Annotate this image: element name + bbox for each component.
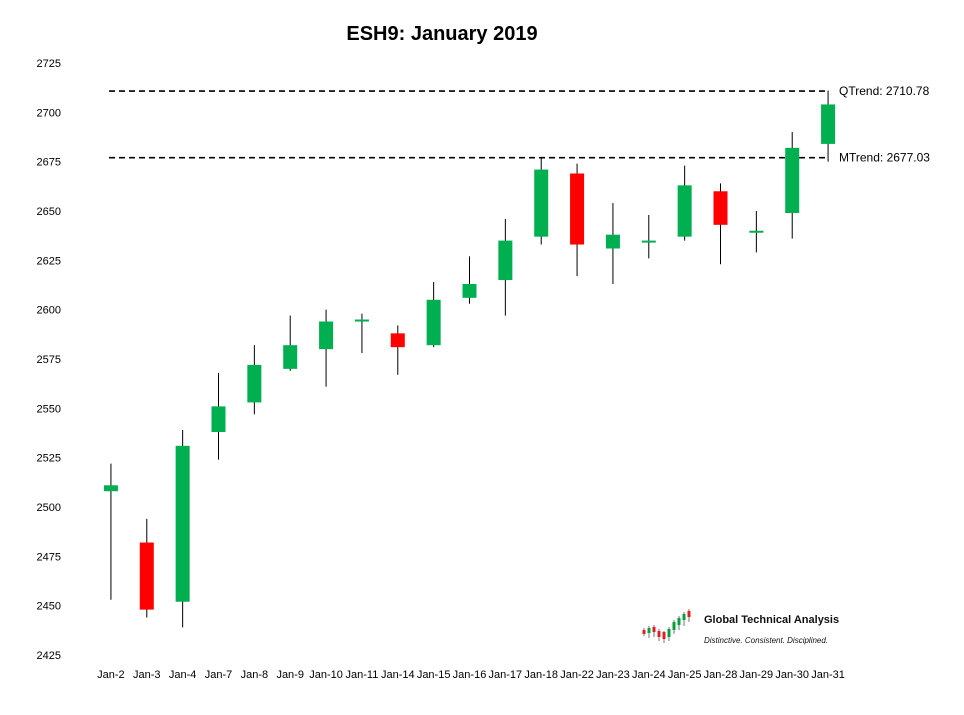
candle [319, 309, 334, 387]
x-tick-label: Jan-31 [811, 669, 845, 681]
y-tick-label: 2725 [37, 58, 61, 70]
logo-icon-body [672, 622, 676, 630]
candle [247, 345, 262, 415]
candle [677, 165, 692, 241]
x-tick-label: Jan-23 [596, 669, 630, 681]
y-tick-label: 2425 [37, 650, 61, 662]
x-tick-label: Jan-10 [309, 669, 343, 681]
y-tick-label: 2625 [37, 255, 61, 267]
candle [605, 203, 620, 285]
x-tick-label: Jan-29 [740, 669, 774, 681]
candle-body [641, 240, 656, 243]
candle-body [713, 191, 728, 225]
logo-icon-body [662, 632, 666, 639]
x-tick-label: Jan-7 [205, 669, 233, 681]
logo-icon-body [642, 630, 646, 634]
y-tick-label: 2475 [37, 551, 61, 563]
x-tick-label: Jan-30 [775, 669, 809, 681]
candle-body [390, 333, 405, 348]
candle [534, 157, 549, 245]
candle-body [462, 284, 477, 298]
y-tick-label: 2525 [37, 453, 61, 465]
x-tick-label: Jan-4 [169, 669, 197, 681]
x-tick-label: Jan-14 [381, 669, 415, 681]
candle-body [283, 345, 298, 369]
candle-body [139, 542, 154, 610]
candle-body [103, 485, 118, 492]
logo-icon-body [652, 627, 656, 632]
candle [103, 463, 118, 600]
logo: Global Technical Analysis Distinctive. C… [642, 609, 839, 645]
candle [641, 214, 656, 259]
logo-icon-body [682, 614, 686, 620]
logo-tagline: Distinctive. Consistent. Disciplined. [704, 636, 828, 645]
logo-icon-body [657, 631, 661, 637]
x-tick-label: Jan-17 [489, 669, 523, 681]
logo-icon-body [667, 629, 671, 637]
chart-title: ESH9: January 2019 [346, 23, 537, 45]
logo-name: Global Technical Analysis [704, 614, 839, 626]
x-tick-label: Jan-2 [97, 669, 125, 681]
logo-icon-body [677, 618, 681, 625]
candle [785, 132, 800, 239]
candle [570, 163, 585, 277]
candle [462, 256, 477, 304]
y-tick-label: 2675 [37, 157, 61, 169]
candle-body [498, 240, 513, 281]
candle [821, 90, 836, 162]
candle [283, 315, 298, 371]
candle [139, 518, 154, 618]
candle [426, 282, 441, 348]
logo-icon-body [687, 611, 691, 617]
y-tick-label: 2650 [37, 206, 61, 218]
x-tick-label: Jan-11 [346, 669, 379, 681]
x-tick-label: Jan-3 [133, 669, 161, 681]
trend-label: MTrend: 2677.03 [839, 151, 930, 165]
x-tick-label: Jan-18 [524, 669, 558, 681]
candle-body [605, 234, 620, 249]
candle-body [211, 406, 226, 433]
candle-body [175, 445, 190, 602]
y-tick-label: 2700 [37, 107, 61, 119]
trend-lines: QTrend: 2710.78 MTrend: 2677.03 [109, 84, 930, 165]
candle-body [534, 169, 549, 237]
y-tick-label: 2550 [37, 403, 61, 415]
candle-body [319, 321, 334, 350]
candle-body [247, 364, 262, 403]
candle-body [426, 299, 441, 346]
candle [390, 325, 405, 375]
y-tick-label: 2575 [37, 354, 61, 366]
y-axis: 2425 2450 2475 2500 2525 2550 2575 2600 2625 2650… [37, 58, 61, 662]
x-tick-label: Jan-25 [668, 669, 702, 681]
candle [354, 313, 369, 354]
candle [713, 183, 728, 265]
x-axis: Jan-2 Jan-3 Jan-4 Jan-7 Jan-8 Jan-9 Jan-10 Jan-… [97, 669, 845, 681]
x-tick-label: Jan-24 [632, 669, 666, 681]
x-tick-label: Jan-22 [560, 669, 594, 681]
trend-label: QTrend: 2710.78 [839, 84, 930, 98]
candle-body [677, 185, 692, 237]
x-tick-label: Jan-28 [704, 669, 738, 681]
y-tick-label: 2450 [37, 601, 61, 613]
candle-body [570, 173, 585, 245]
logo-candles-icon [642, 609, 691, 643]
x-tick-label: Jan-8 [241, 669, 269, 681]
candle-body [785, 147, 800, 213]
y-tick-label: 2500 [37, 502, 61, 514]
candle [498, 218, 513, 316]
x-tick-label: Jan-9 [276, 669, 304, 681]
candle-body [354, 319, 369, 322]
candle-body [749, 230, 764, 233]
candle-body [821, 104, 836, 144]
candle [175, 430, 190, 628]
candle [749, 211, 764, 253]
x-tick-label: Jan-15 [417, 669, 451, 681]
y-tick-label: 2600 [37, 305, 61, 317]
x-tick-label: Jan-16 [453, 669, 487, 681]
logo-icon-body [647, 628, 651, 633]
candle [211, 372, 226, 460]
candles [103, 90, 836, 628]
